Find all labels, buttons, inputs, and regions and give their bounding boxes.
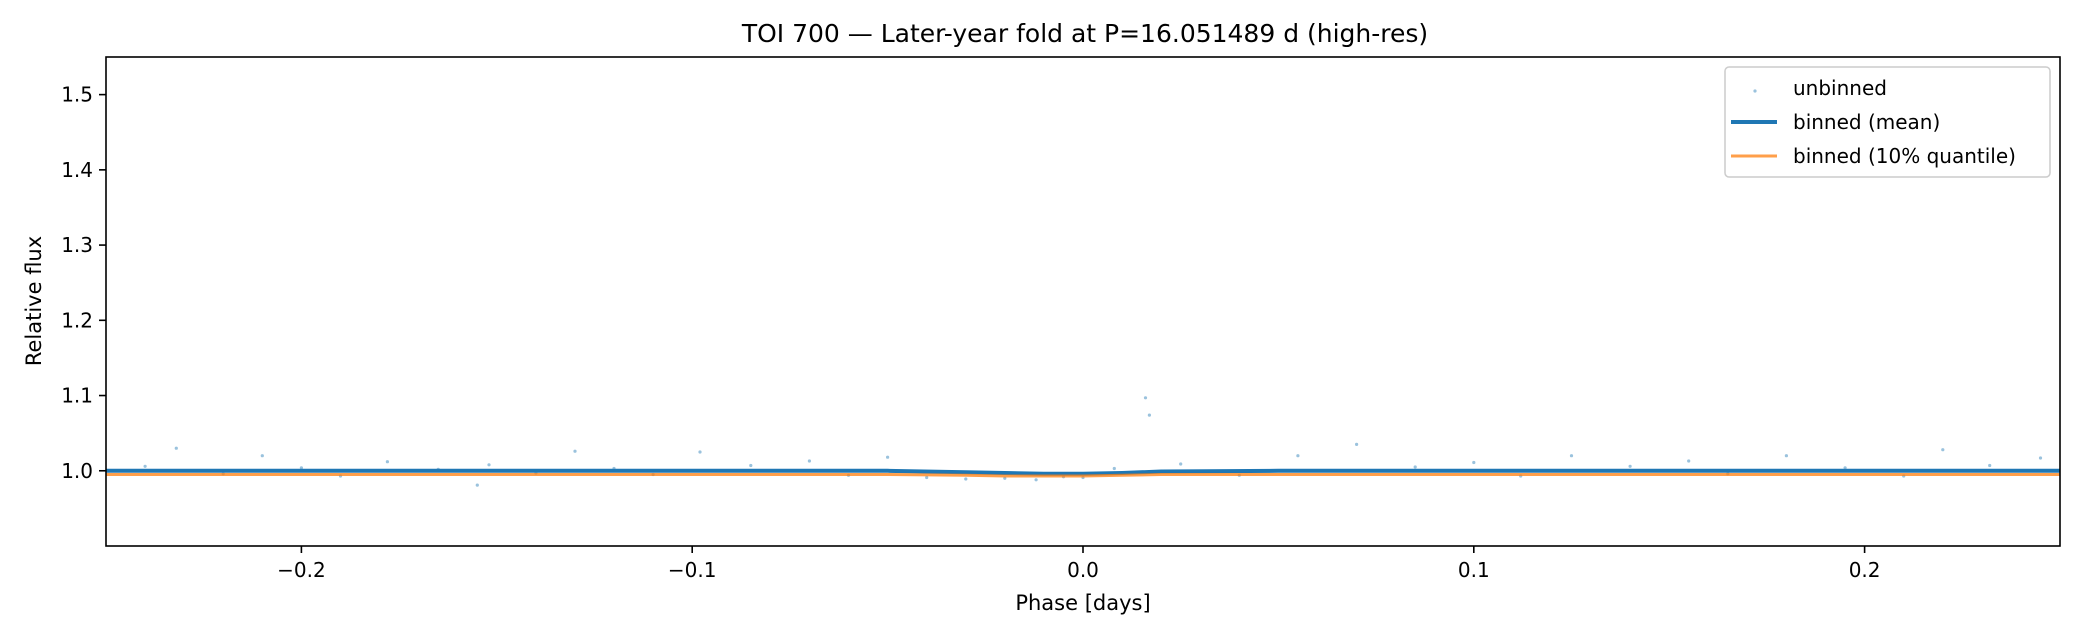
plot-area [106, 396, 2060, 487]
data-point [573, 449, 577, 453]
data-point [174, 446, 178, 450]
legend-label: binned (10% quantile) [1793, 144, 2016, 168]
y-tick-label: 1.0 [61, 459, 93, 483]
legend-label: binned (mean) [1793, 110, 1940, 134]
legend-box [1724, 66, 2051, 178]
data-point [1687, 459, 1691, 463]
y-tick-label: 1.2 [61, 308, 93, 332]
data-point [2038, 456, 2043, 460]
data-point [1034, 478, 1038, 482]
legend: unbinned binned (mean) binned (10% quantil… [1724, 66, 2051, 178]
data-point [1784, 454, 1788, 458]
y-axis-label: Relative flux [22, 236, 46, 366]
data-point [143, 464, 147, 468]
legend-label: unbinned [1793, 76, 1887, 100]
x-axis-label: Phase [days] [1015, 591, 1150, 615]
x-tick-label: 0.1 [1458, 558, 1490, 582]
series-line-1 [106, 468, 2060, 476]
data-point [1296, 454, 1300, 458]
data-point [1628, 464, 1632, 468]
data-point [698, 450, 702, 454]
y-tick-label: 1.5 [61, 83, 93, 107]
legend-marker [1753, 89, 1757, 93]
data-point [1472, 460, 1476, 465]
data-point [1112, 466, 1116, 471]
data-point [749, 463, 753, 468]
data-point [260, 454, 264, 458]
data-point [886, 455, 890, 459]
data-point [807, 459, 812, 463]
data-point [1413, 465, 1417, 469]
series-group [106, 396, 2060, 487]
data-point [1843, 466, 1847, 470]
chart-title: TOI 700 — Later-year fold at P=16.051489… [741, 19, 1428, 48]
axes: −0.2 −0.1 0.0 0.1 0.2 1.0 1.1 1.2 1.3 1.4 1.5 [61, 83, 1880, 582]
data-point [1988, 463, 1992, 468]
data-point [1355, 442, 1359, 446]
data-point [1179, 462, 1183, 466]
y-tick-label: 1.3 [61, 233, 93, 257]
data-point [1143, 396, 1148, 400]
x-tick-label: −0.1 [668, 558, 717, 582]
data-point [487, 463, 491, 467]
data-point [964, 477, 968, 481]
y-tick-label: 1.1 [61, 384, 93, 408]
data-point [475, 483, 479, 487]
series-line-2 [106, 473, 2060, 478]
y-tick-label: 1.4 [61, 158, 93, 182]
x-tick-label: 0.0 [1067, 558, 1099, 582]
x-tick-label: 0.2 [1849, 558, 1881, 582]
data-point [1941, 448, 1945, 452]
data-point [925, 475, 929, 480]
data-point [385, 460, 389, 464]
data-point [1003, 476, 1007, 480]
data-point [1569, 454, 1574, 458]
data-point [299, 466, 303, 470]
x-tick-label: −0.2 [277, 558, 326, 582]
data-point [1147, 413, 1151, 417]
